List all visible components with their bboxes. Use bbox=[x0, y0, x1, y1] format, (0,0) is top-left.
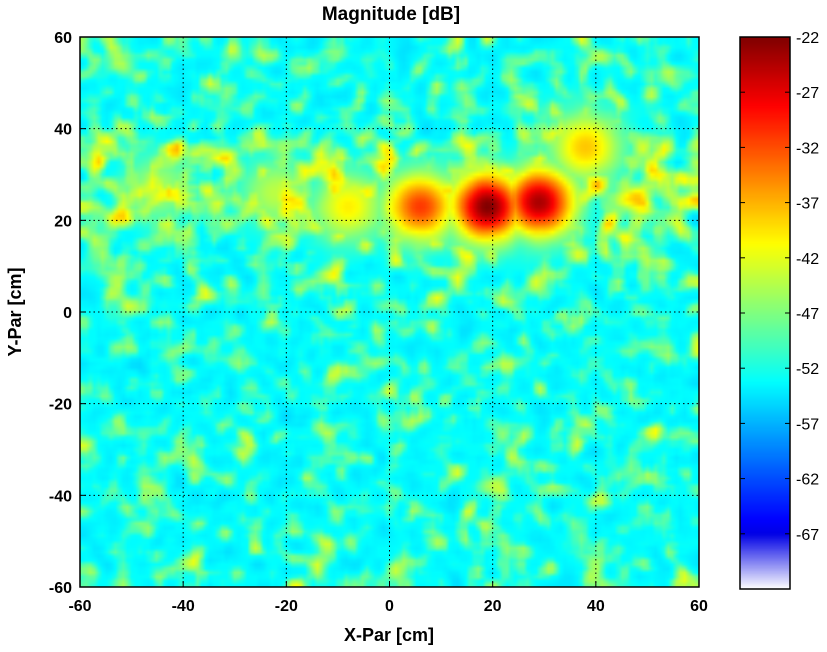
y-axis-label: Y-Par [cm] bbox=[5, 267, 25, 356]
y-tick-label: 60 bbox=[54, 30, 72, 47]
x-tick-label: 40 bbox=[587, 598, 605, 615]
y-tick-label: -20 bbox=[49, 397, 72, 414]
x-tick-label: -40 bbox=[172, 598, 195, 615]
colorbar-tick-label: -32 bbox=[796, 140, 819, 157]
y-axis: 60 40 20 0 -20 -40 -60 bbox=[49, 30, 86, 597]
x-tick-label: 0 bbox=[385, 598, 394, 615]
colorbar-tick-label: -62 bbox=[796, 472, 819, 489]
colorbar-tick-label: -37 bbox=[796, 196, 819, 213]
colorbar-tick-label: -22 bbox=[796, 30, 819, 47]
x-tick-label: 60 bbox=[690, 598, 708, 615]
colorbar-tick-label: -67 bbox=[796, 527, 819, 544]
colorbar-tick-label: -57 bbox=[796, 416, 819, 433]
plot-area bbox=[79, 36, 700, 588]
x-tick-label: -20 bbox=[275, 598, 298, 615]
chart-title: Magnitude [dB] bbox=[322, 4, 460, 25]
x-axis: -60 -40 -20 0 20 40 60 bbox=[68, 581, 708, 615]
y-tick-label: -60 bbox=[49, 580, 72, 597]
colorbar-tick-label: -42 bbox=[796, 251, 819, 268]
colorbar: -22 -27 -32 -37 -42 -47 -52 -57 -62 -67 bbox=[739, 30, 819, 590]
x-tick-label: -60 bbox=[68, 598, 91, 615]
grid-lines bbox=[80, 37, 699, 587]
y-tick-label: 20 bbox=[54, 213, 72, 230]
colorbar-gradient bbox=[740, 37, 790, 589]
y-tick-label: 40 bbox=[54, 122, 72, 139]
colorbar-tick-label: -47 bbox=[796, 306, 819, 323]
colorbar-tick-label: -27 bbox=[796, 85, 819, 102]
colorbar-ticks: -22 -27 -32 -37 -42 -47 -52 -57 -62 -67 bbox=[740, 30, 819, 544]
y-tick-label: 0 bbox=[63, 305, 72, 322]
y-tick-label: -40 bbox=[49, 488, 72, 505]
x-tick-label: 20 bbox=[484, 598, 502, 615]
x-axis-label: X-Par [cm] bbox=[344, 625, 434, 645]
colorbar-tick-label: -52 bbox=[796, 361, 819, 378]
